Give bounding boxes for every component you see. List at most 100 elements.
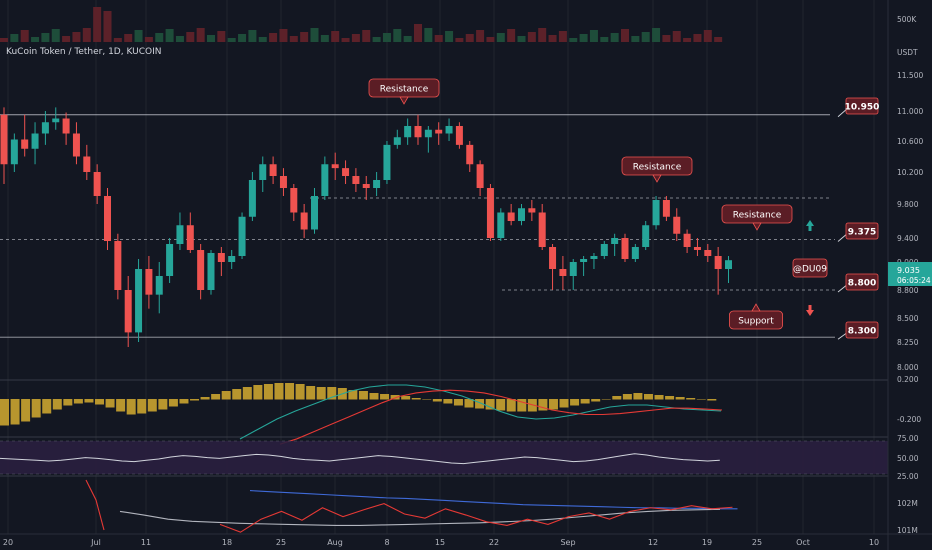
candle-body xyxy=(217,253,225,262)
watermark-tag-box xyxy=(792,258,828,278)
candle-body xyxy=(414,126,422,138)
candle-body xyxy=(31,133,39,149)
volume-bar xyxy=(445,31,454,42)
time-tick-label: 20 xyxy=(3,538,13,547)
level-label: 10.950 xyxy=(845,103,880,113)
volume-bar xyxy=(300,32,309,42)
macd-histogram-bar xyxy=(306,386,316,400)
volume-bar xyxy=(631,36,640,42)
candle-body xyxy=(393,137,401,145)
volume-bar xyxy=(31,37,40,42)
macd-pane[interactable] xyxy=(0,383,723,445)
volume-bar xyxy=(103,11,112,42)
macd-tick-label: -0.200 xyxy=(897,415,921,424)
candle-body xyxy=(269,164,277,176)
candle-body xyxy=(279,176,287,188)
macd-histogram-bar xyxy=(126,399,136,415)
volume-bar xyxy=(569,38,578,42)
volume-bar xyxy=(703,30,712,42)
volume-bar xyxy=(372,37,381,42)
level-label-box xyxy=(845,222,879,240)
macd-histogram-bar xyxy=(147,399,157,412)
volume-bar xyxy=(217,31,226,42)
macd-histogram-bar xyxy=(580,399,590,404)
volume-bar xyxy=(610,33,619,42)
macd-histogram-bar xyxy=(137,399,147,414)
obv-line-blue xyxy=(249,490,738,510)
macd-histogram-bar xyxy=(475,399,485,409)
macd-histogram-bar xyxy=(274,383,284,400)
obv-pane[interactable] xyxy=(85,479,738,533)
macd-histogram-bar xyxy=(21,399,31,422)
volume-bar xyxy=(641,32,650,42)
time-tick-label: 22 xyxy=(489,538,499,547)
horizontal-levels[interactable] xyxy=(0,114,835,338)
macd-histogram-bar xyxy=(411,398,421,400)
candle-body xyxy=(207,253,215,290)
candle-body xyxy=(507,212,515,221)
macd-histogram-bar xyxy=(485,399,495,410)
candle-body xyxy=(445,126,453,134)
macd-histogram-bar xyxy=(506,399,516,412)
candle-body xyxy=(104,196,111,241)
volume-bar xyxy=(165,29,174,42)
volume-bar xyxy=(652,28,661,42)
candle-body xyxy=(362,184,370,188)
volume-bar xyxy=(41,33,50,42)
rsi-pane[interactable] xyxy=(0,440,888,475)
macd-histogram-bar xyxy=(42,399,52,414)
candle-body xyxy=(642,225,650,247)
annotations[interactable]: 10.950 9.375 8.800 8.300 Resistance Resistanc… xyxy=(368,78,880,340)
macd-histogram-bar xyxy=(443,399,453,404)
candle-body xyxy=(300,212,308,230)
macd-histogram-bar xyxy=(601,399,611,400)
volume-bar xyxy=(558,31,567,42)
macd-histogram-bar xyxy=(622,394,632,400)
macd-histogram-bar xyxy=(10,399,20,425)
volume-bar xyxy=(382,33,391,42)
volume-bar xyxy=(310,28,319,42)
volume-tick-label: 500K xyxy=(897,15,917,24)
obv-line-red xyxy=(219,503,733,533)
arrow-up-icon xyxy=(806,220,814,231)
candle-body xyxy=(725,260,732,269)
volume-bar xyxy=(589,30,598,42)
callout-label: Resistance xyxy=(633,163,682,173)
candle-body xyxy=(352,176,360,184)
macd-histogram-bar xyxy=(0,399,9,426)
rsi-tick-label: 25.00 xyxy=(897,472,919,481)
price-tick-label: 8.500 xyxy=(897,314,919,323)
macd-histogram-bar xyxy=(168,399,178,407)
callout-pointer xyxy=(751,303,761,312)
macd-histogram-bar xyxy=(348,390,358,400)
callout-label: Resistance xyxy=(733,211,782,221)
level-label-box xyxy=(845,321,879,339)
macd-histogram-bar xyxy=(242,387,252,400)
candlestick-series[interactable] xyxy=(0,107,733,347)
price-tick-label: 11.500 xyxy=(897,71,923,80)
macd-tick-label: 0.200 xyxy=(897,375,919,384)
volume-bar xyxy=(517,36,526,42)
candle-body xyxy=(476,164,484,188)
macd-histogram-bar xyxy=(696,399,706,400)
price-tick-label: 8.250 xyxy=(897,338,919,347)
candle-body xyxy=(559,269,567,276)
volume-bar xyxy=(51,29,60,42)
time-tick-label: Aug xyxy=(327,538,343,547)
macd-histogram-bar xyxy=(158,399,168,410)
candle-body xyxy=(580,259,588,262)
volume-bar xyxy=(393,29,402,42)
volume-bar xyxy=(113,38,122,42)
volume-bar xyxy=(227,38,236,42)
macd-histogram-bar xyxy=(517,399,527,412)
candle-body xyxy=(290,188,298,213)
candle-body xyxy=(21,139,29,149)
macd-histogram-bar xyxy=(253,385,263,400)
time-tick-label: 25 xyxy=(276,538,286,547)
volume-bar xyxy=(269,33,278,42)
macd-histogram-bar xyxy=(432,399,442,402)
volume-bar xyxy=(507,29,516,42)
volume-bar xyxy=(496,33,505,42)
volume-bar xyxy=(62,36,71,42)
